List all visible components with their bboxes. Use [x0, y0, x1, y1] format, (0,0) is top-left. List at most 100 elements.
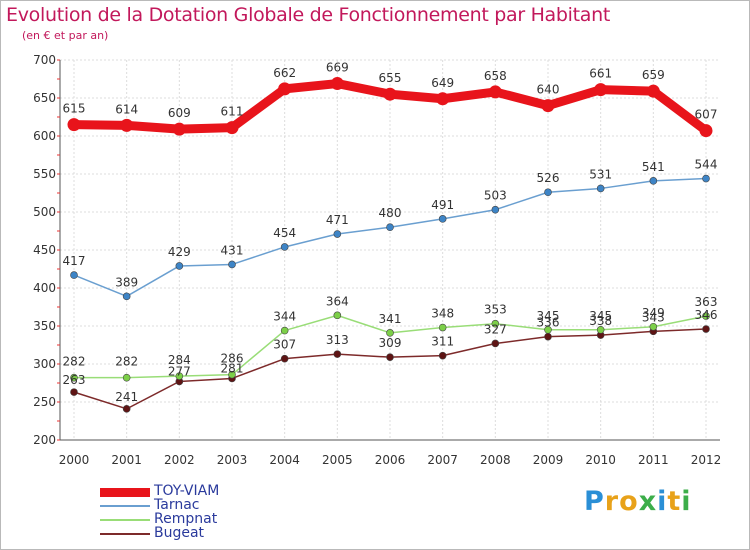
data-label-toy-viam: 640: [537, 83, 560, 97]
x-tick-label: 2009: [533, 453, 564, 467]
data-label-bugeat: 241: [115, 390, 138, 404]
data-point-bugeat: [491, 339, 500, 348]
data-point-tarnac: [649, 177, 658, 185]
data-label-toy-viam: 661: [589, 67, 612, 81]
data-point-bugeat: [438, 351, 447, 360]
data-point-rempnat: [280, 326, 289, 335]
logo-letter: i: [657, 486, 668, 517]
data-point-bugeat: [70, 388, 78, 396]
data-point-toy-viam: [330, 77, 344, 91]
logo-letter: x: [638, 486, 658, 517]
data-label-bugeat: 281: [221, 361, 244, 375]
data-label-bugeat: 346: [695, 308, 718, 322]
data-point-toy-viam: [67, 118, 81, 132]
data-label-rempnat: 345: [537, 309, 560, 323]
legend-swatch: [100, 487, 150, 497]
data-point-bugeat: [333, 350, 342, 358]
data-label-tarnac: 541: [642, 160, 665, 174]
data-label-rempnat: 348: [431, 307, 454, 321]
data-label-rempnat: 341: [379, 312, 402, 326]
data-label-rempnat: 363: [695, 295, 718, 309]
logo-letter: o: [619, 486, 639, 517]
data-label-tarnac: 526: [537, 171, 560, 185]
data-label-rempnat: 364: [326, 294, 349, 308]
chart-title: Evolution de la Dotation Globale de Fonc…: [6, 4, 611, 26]
proxiti-logo: Proxiti: [584, 486, 692, 517]
data-label-toy-viam: 649: [431, 76, 454, 90]
data-label-rempnat: 349: [642, 306, 665, 320]
data-label-rempnat: 353: [484, 303, 507, 317]
data-label-bugeat: 327: [484, 322, 507, 336]
data-label-toy-viam: 655: [379, 71, 402, 85]
data-label-toy-viam: 609: [168, 106, 191, 120]
legend-label: TOY-VIAM: [154, 483, 220, 499]
data-point-toy-viam: [646, 84, 660, 98]
data-label-bugeat: 338: [589, 314, 612, 328]
data-point-toy-viam: [120, 118, 134, 132]
x-tick-label: 2010: [585, 453, 616, 467]
legend-swatch: [100, 505, 150, 507]
data-label-rempnat: 282: [63, 355, 86, 369]
y-tick-label: 350: [33, 319, 56, 333]
data-point-rempnat: [438, 323, 447, 332]
data-label-tarnac: 491: [431, 198, 454, 212]
data-point-bugeat: [544, 332, 552, 341]
data-point-rempnat: [544, 325, 552, 334]
data-point-tarnac: [702, 174, 710, 183]
data-point-toy-viam: [383, 87, 397, 101]
data-label-bugeat: 311: [431, 335, 454, 349]
data-point-tarnac: [438, 215, 447, 223]
data-point-tarnac: [175, 262, 184, 270]
logo-letter: r: [604, 486, 620, 517]
data-label-tarnac: 431: [221, 243, 244, 257]
x-tick-label: 2008: [480, 453, 511, 467]
data-point-tarnac: [544, 188, 552, 197]
data-point-rempnat: [649, 322, 658, 331]
data-point-bugeat: [702, 325, 710, 333]
y-tick-label: 450: [33, 243, 56, 257]
data-label-bugeat: 336: [537, 316, 560, 330]
data-point-tarnac: [70, 271, 78, 279]
x-tick-label: 2001: [111, 453, 142, 467]
y-tick-label: 650: [33, 91, 56, 105]
y-tick-label: 550: [33, 167, 56, 181]
data-label-tarnac: 471: [326, 213, 349, 227]
legend-label: Tarnac: [154, 497, 200, 513]
data-label-rempnat: 345: [589, 309, 612, 323]
data-label-tarnac: 503: [484, 189, 507, 203]
data-point-tarnac: [122, 292, 131, 301]
data-label-bugeat: 309: [379, 336, 402, 350]
data-point-tarnac: [228, 260, 236, 269]
data-point-toy-viam: [699, 124, 713, 138]
data-label-toy-viam: 615: [63, 102, 86, 116]
chart-subtitle: (en € et par an): [22, 29, 109, 42]
data-point-bugeat: [280, 354, 289, 363]
data-label-toy-viam: 614: [115, 102, 138, 116]
data-label-tarnac: 480: [379, 206, 402, 220]
data-label-rempnat: 344: [273, 310, 296, 324]
data-label-toy-viam: 659: [642, 68, 665, 82]
data-point-rempnat: [122, 373, 131, 382]
y-tick-label: 600: [33, 129, 56, 143]
data-point-rempnat: [702, 312, 710, 320]
y-tick-label: 300: [33, 357, 56, 371]
x-tick-label: 2005: [322, 453, 353, 467]
data-label-bugeat: 343: [642, 310, 665, 324]
data-point-toy-viam: [541, 99, 555, 113]
data-point-tarnac: [491, 205, 500, 214]
data-point-rempnat: [70, 373, 78, 382]
data-label-toy-viam: 611: [221, 105, 244, 119]
data-point-tarnac: [333, 230, 342, 238]
logo-letter: t: [667, 486, 682, 517]
logo-letter: P: [584, 486, 605, 517]
data-label-toy-viam: 669: [326, 61, 349, 75]
data-label-bugeat: 263: [63, 373, 86, 387]
data-point-toy-viam: [594, 83, 608, 97]
x-tick-label: 2011: [638, 453, 669, 467]
data-label-rempnat: 282: [115, 355, 138, 369]
data-point-toy-viam: [278, 82, 292, 96]
data-point-bugeat: [122, 405, 131, 413]
data-label-bugeat: 277: [168, 364, 191, 378]
legend-label: Bugeat: [154, 525, 205, 541]
x-tick-label: 2002: [164, 453, 195, 467]
